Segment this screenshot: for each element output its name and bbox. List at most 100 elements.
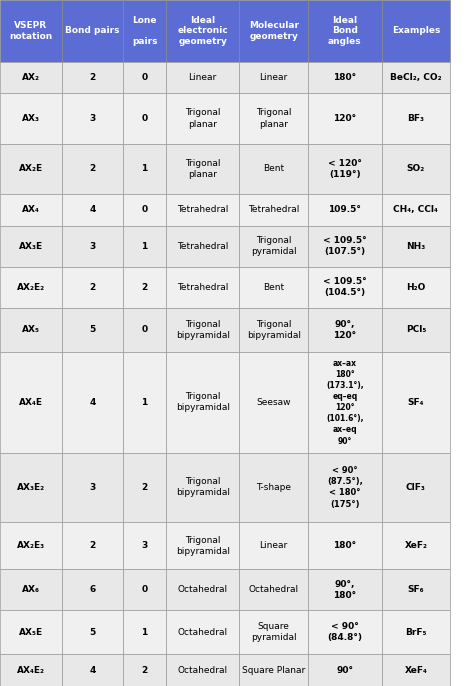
Text: Ideal
electronic
geometry: Ideal electronic geometry [177,16,228,46]
Text: Trigonal
bipyramidal: Trigonal bipyramidal [176,536,229,556]
Bar [0,0,62,62]
Text: 5: 5 [89,628,96,637]
Bar [62,62,123,93]
Text: SF₆: SF₆ [408,585,424,594]
Bar [0,62,62,93]
Text: Linear: Linear [189,73,217,82]
Bar [166,143,239,194]
Text: 0: 0 [142,114,147,123]
Bar [166,267,239,307]
Text: < 109.5°
(107.5°): < 109.5° (107.5°) [323,236,367,257]
Bar [62,569,123,611]
Bar [308,522,382,569]
Bar [308,226,382,267]
Text: Trigonal
bipyramidal: Trigonal bipyramidal [176,320,229,340]
Bar [123,0,166,62]
Text: Octahedral: Octahedral [178,585,228,594]
Text: Trigonal
planar: Trigonal planar [256,108,292,128]
Bar [123,654,166,686]
Text: 2: 2 [141,483,148,492]
Text: Trigonal
bipyramidal: Trigonal bipyramidal [247,320,301,340]
Bar [62,307,123,352]
Text: < 120°
(119°): < 120° (119°) [328,159,362,179]
Bar [239,611,308,654]
Text: 4: 4 [89,398,96,407]
Bar [166,93,239,143]
Bar [166,194,239,226]
Bar [308,307,382,352]
Bar [123,453,166,522]
Text: AX₅E: AX₅E [19,628,43,637]
Bar [382,569,450,611]
Text: Bent: Bent [263,165,284,174]
Bar [123,522,166,569]
Text: Tetrahedral: Tetrahedral [177,241,228,250]
Text: 90°,
180°: 90°, 180° [333,580,356,600]
Bar [382,654,450,686]
Text: Ideal
Bond
angles: Ideal Bond angles [328,16,362,46]
Bar [239,267,308,307]
Bar [308,654,382,686]
Bar [123,93,166,143]
Bar [62,0,123,62]
Text: CH₄, CCl₄: CH₄, CCl₄ [393,205,438,215]
Text: 180°: 180° [333,73,356,82]
Bar [166,522,239,569]
Bar [166,352,239,453]
Text: 1: 1 [141,398,148,407]
Text: < 90°
(84.8°): < 90° (84.8°) [328,622,362,643]
Text: Octahedral: Octahedral [249,585,299,594]
Text: AX₂E₃: AX₂E₃ [17,541,45,550]
Bar [308,194,382,226]
Text: PCl₅: PCl₅ [406,325,426,334]
Bar [239,93,308,143]
Bar [239,654,308,686]
Bar [166,62,239,93]
Text: AX₃E: AX₃E [19,241,43,250]
Bar [166,226,239,267]
Bar [382,226,450,267]
Bar [0,267,62,307]
Text: ax–ax
180°
(173.1°),
eq–eq
120°
(101.6°),
ax–eq
90°: ax–ax 180° (173.1°), eq–eq 120° (101.6°)… [326,359,364,446]
Bar [166,0,239,62]
Text: BeCl₂, CO₂: BeCl₂, CO₂ [390,73,442,82]
Text: Trigonal
bipyramidal: Trigonal bipyramidal [176,392,229,412]
Bar [382,62,450,93]
Text: 2: 2 [141,665,148,675]
Bar [0,569,62,611]
Text: 3: 3 [141,541,148,550]
Bar [239,143,308,194]
Bar [382,611,450,654]
Text: BF₃: BF₃ [408,114,424,123]
Bar [123,267,166,307]
Text: XeF₂: XeF₂ [404,541,428,550]
Text: SF₄: SF₄ [408,398,424,407]
Text: AX₄E₂: AX₄E₂ [17,665,45,675]
Text: 90°: 90° [337,665,353,675]
Bar [382,352,450,453]
Bar [239,453,308,522]
Text: NH₃: NH₃ [406,241,426,250]
Text: Octahedral: Octahedral [178,628,228,637]
Text: 3: 3 [89,114,96,123]
Text: 2: 2 [141,283,148,292]
Bar [62,267,123,307]
Text: Tetrahedral: Tetrahedral [177,205,228,215]
Bar [308,453,382,522]
Text: Trigonal
planar: Trigonal planar [185,108,220,128]
Bar [308,93,382,143]
Bar [0,143,62,194]
Text: 2: 2 [89,165,96,174]
Bar [62,226,123,267]
Text: 1: 1 [141,241,148,250]
Text: Examples: Examples [392,26,440,36]
Bar [0,307,62,352]
Text: 0: 0 [142,73,147,82]
Text: 4: 4 [89,665,96,675]
Bar [382,307,450,352]
Text: 120°: 120° [333,114,356,123]
Text: AX₂E₂: AX₂E₂ [17,283,45,292]
Text: 6: 6 [89,585,96,594]
Bar [123,307,166,352]
Text: Molecular
geometry: Molecular geometry [249,21,299,40]
